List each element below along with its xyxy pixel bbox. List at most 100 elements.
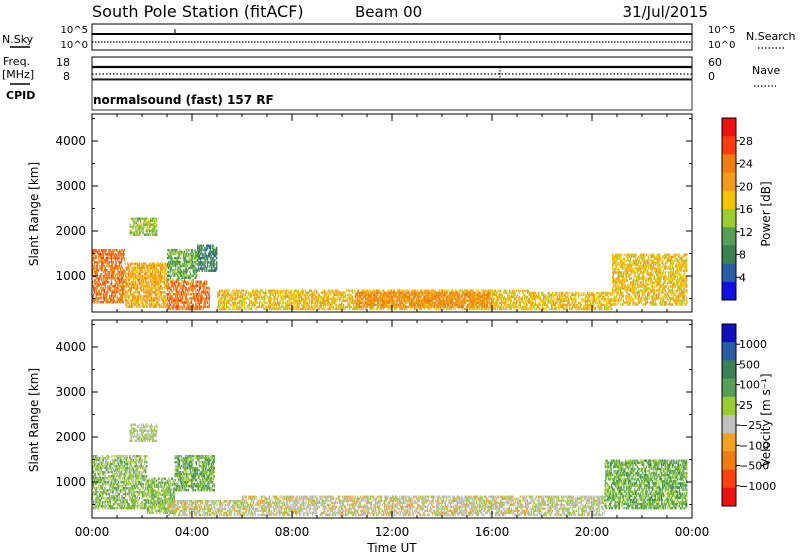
power-cell (400, 307, 403, 311)
power-cell (259, 305, 261, 309)
power-cell (355, 305, 357, 309)
power-cell (242, 303, 244, 307)
power-cell (300, 307, 302, 311)
power-cell (297, 289, 299, 292)
power-cell (163, 287, 165, 290)
power-cell (137, 225, 139, 228)
power-cell (120, 265, 123, 268)
power-cell (128, 283, 131, 286)
power-cell (198, 301, 200, 304)
power-cell (195, 280, 197, 283)
power-cell (196, 295, 198, 298)
power-cell (350, 299, 352, 302)
power-cell (292, 297, 294, 300)
power-cell (129, 262, 132, 265)
power-cell (306, 303, 308, 307)
power-cell (314, 303, 316, 307)
power-cell (140, 295, 142, 298)
power-cell (160, 305, 163, 308)
power-cell (144, 233, 146, 236)
nave-tick-top: 60 (708, 56, 722, 69)
power-cell (260, 295, 263, 298)
power-cell (116, 277, 118, 280)
power-cell (96, 267, 98, 270)
power-cell (213, 261, 215, 264)
power-cell (121, 295, 124, 298)
power-cell (154, 276, 156, 280)
power-cell (315, 295, 317, 298)
power-cell (139, 268, 141, 271)
power-cell (175, 286, 178, 290)
power-cell (279, 291, 281, 294)
power-cell (159, 287, 161, 290)
power-cell (173, 288, 175, 292)
power-cell (221, 307, 223, 311)
power-cell (298, 293, 300, 296)
power-cell (188, 305, 190, 309)
power-cell (116, 283, 118, 286)
power-cell (150, 219, 153, 222)
power-cell (174, 293, 176, 296)
power-cell (184, 307, 186, 311)
power-cell (95, 269, 97, 272)
power-cell (139, 225, 141, 228)
power-cell (138, 225, 140, 228)
power-cell (157, 270, 159, 274)
power-cell (399, 289, 401, 292)
power-cell (234, 299, 236, 302)
power-cell (200, 265, 202, 268)
power-cell (347, 305, 349, 309)
power-cell (340, 305, 342, 309)
power-cell (211, 267, 213, 270)
power-cell (311, 299, 313, 302)
power-cell (186, 303, 188, 306)
power-cell (92, 257, 95, 260)
power-cell (144, 285, 147, 288)
power-cell (168, 254, 171, 258)
power-cell (313, 293, 315, 296)
power-cell (116, 299, 118, 302)
power-cell (158, 262, 160, 265)
power-cell (163, 278, 165, 282)
power-cell (154, 227, 156, 230)
power-cell (183, 303, 186, 306)
power-cell (244, 293, 246, 296)
power-cell (167, 249, 170, 252)
power-cell (108, 271, 110, 274)
power-cell (162, 299, 164, 302)
power-cell (419, 297, 421, 300)
power-cell (215, 267, 217, 270)
power-cell (182, 262, 184, 266)
power-cell (92, 249, 94, 252)
power-cell (185, 270, 187, 274)
power-cell (124, 274, 126, 278)
power-cell (175, 295, 178, 298)
power-cell (193, 272, 195, 275)
power-cell (377, 289, 379, 292)
power-cell (200, 280, 202, 283)
power-cell (133, 295, 135, 298)
power-cell (139, 231, 141, 234)
power-cell (197, 307, 199, 311)
power-cell (223, 301, 225, 304)
power-cell (161, 262, 163, 265)
power-cell (328, 297, 330, 300)
power-cell (154, 231, 156, 234)
power-cell (97, 251, 99, 254)
power-cell (167, 301, 169, 304)
power-cell (263, 307, 265, 311)
power-cell (142, 278, 144, 282)
power-cell (179, 249, 181, 252)
power-cell (184, 264, 186, 268)
power-cell (152, 264, 155, 267)
power-cell (244, 307, 246, 311)
power-cell (250, 293, 252, 296)
power-cell (274, 297, 276, 300)
power-cell (188, 307, 190, 311)
power-cell (231, 297, 233, 300)
power-cell (277, 293, 279, 296)
power-cell (175, 280, 178, 283)
power-cell (250, 305, 253, 309)
power-cell (136, 278, 139, 282)
power-cell (143, 305, 145, 308)
